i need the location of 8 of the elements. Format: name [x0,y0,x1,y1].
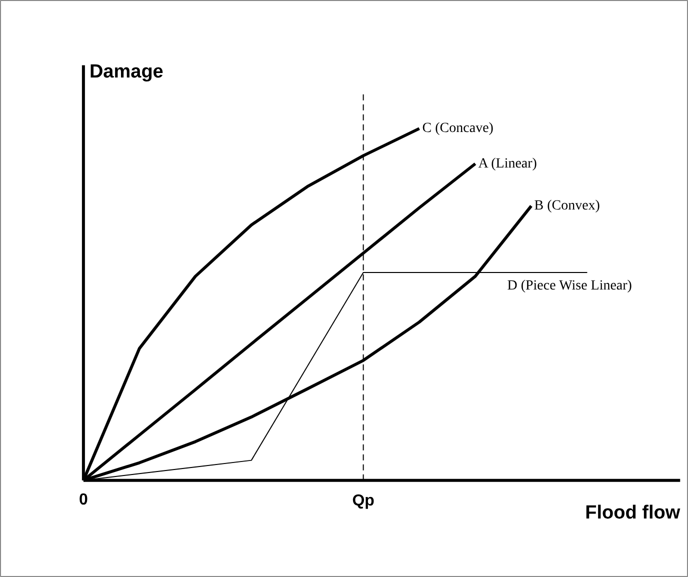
x-tick-label: 0 [78,491,88,508]
y-axis-title: Damage [89,61,164,82]
x-tick-label: Qp [352,492,375,510]
series-label: B (Convex) [534,198,600,214]
x-axis-title: Flood flow [585,502,680,524]
series-label: C (Concave) [422,121,494,136]
series-label: A (Linear) [478,156,538,172]
series-label: D (Piece Wise Linear) [507,278,632,294]
